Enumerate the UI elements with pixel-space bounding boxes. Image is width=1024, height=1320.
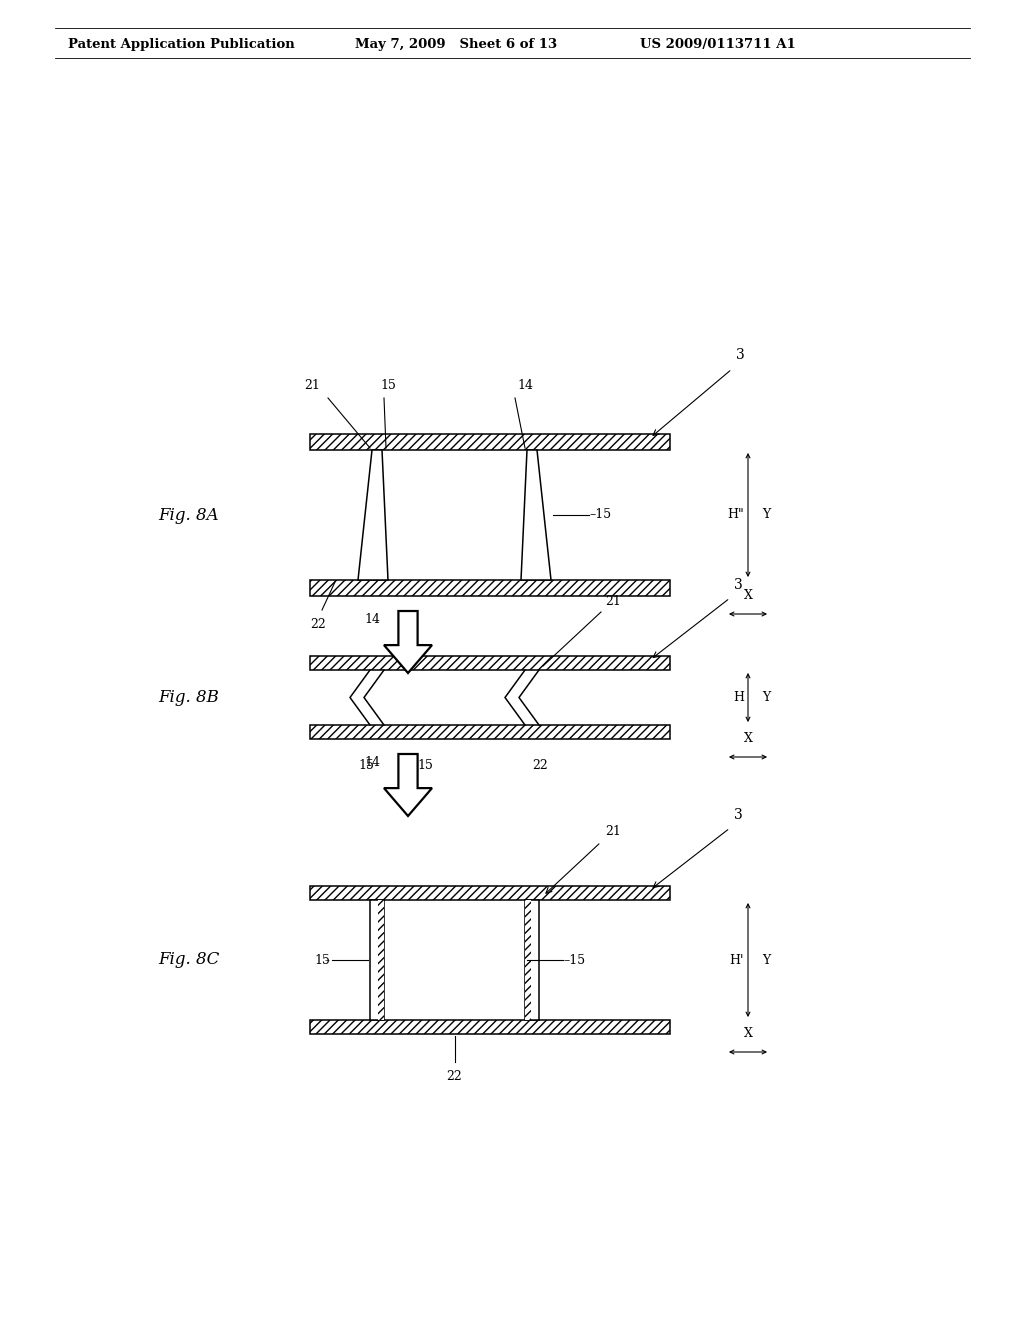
Bar bbox=[310, 656, 670, 671]
Text: 15: 15 bbox=[380, 379, 396, 392]
Text: 15: 15 bbox=[417, 759, 433, 772]
Text: Fig. 8A: Fig. 8A bbox=[158, 507, 219, 524]
Text: 22: 22 bbox=[532, 759, 548, 772]
Bar bbox=[310, 434, 670, 450]
Text: 22: 22 bbox=[310, 618, 326, 631]
Text: Fig. 8B: Fig. 8B bbox=[158, 689, 219, 706]
Text: 14: 14 bbox=[364, 756, 380, 770]
Bar bbox=[525, 900, 539, 1020]
Text: 15: 15 bbox=[314, 953, 330, 966]
Text: –15: –15 bbox=[589, 508, 611, 521]
Polygon shape bbox=[384, 611, 432, 673]
Text: May 7, 2009   Sheet 6 of 13: May 7, 2009 Sheet 6 of 13 bbox=[355, 38, 557, 51]
Bar bbox=[525, 900, 531, 1020]
Bar bbox=[310, 579, 670, 597]
Text: 15: 15 bbox=[358, 759, 374, 772]
Text: –15: –15 bbox=[563, 953, 585, 966]
Polygon shape bbox=[384, 754, 432, 816]
Text: 22: 22 bbox=[446, 1071, 463, 1082]
Text: Y: Y bbox=[762, 508, 770, 521]
Text: –: – bbox=[325, 957, 329, 965]
Text: Fig. 8C: Fig. 8C bbox=[158, 952, 219, 969]
Text: X: X bbox=[743, 1027, 753, 1040]
Text: Y: Y bbox=[762, 953, 770, 966]
Text: 3: 3 bbox=[734, 808, 742, 822]
Text: US 2009/0113711 A1: US 2009/0113711 A1 bbox=[640, 38, 796, 51]
Text: Y: Y bbox=[762, 690, 770, 704]
Text: H: H bbox=[733, 690, 744, 704]
Text: H": H" bbox=[727, 508, 744, 521]
Text: 21: 21 bbox=[304, 379, 319, 392]
Text: 14: 14 bbox=[517, 379, 534, 392]
Text: 21: 21 bbox=[605, 825, 621, 838]
Text: 14: 14 bbox=[364, 612, 380, 626]
Text: 3: 3 bbox=[734, 578, 742, 591]
Bar bbox=[310, 886, 670, 900]
Bar bbox=[310, 725, 670, 739]
Text: X: X bbox=[743, 733, 753, 744]
Text: X: X bbox=[743, 589, 753, 602]
Text: H': H' bbox=[729, 953, 744, 966]
Polygon shape bbox=[358, 450, 388, 579]
Text: 3: 3 bbox=[736, 348, 744, 362]
Text: Patent Application Publication: Patent Application Publication bbox=[68, 38, 295, 51]
Text: 21: 21 bbox=[605, 595, 621, 609]
Bar bbox=[378, 900, 384, 1020]
Polygon shape bbox=[521, 450, 551, 579]
Bar bbox=[310, 1020, 670, 1034]
Bar bbox=[370, 900, 384, 1020]
